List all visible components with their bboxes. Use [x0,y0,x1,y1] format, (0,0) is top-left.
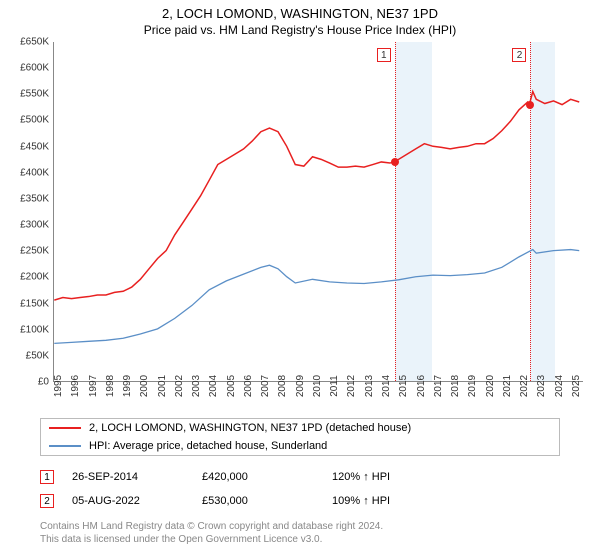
x-tick-label: 2023 [536,375,547,397]
chart: 12 £0£50K£100K£150K£200K£250K£300K£350K£… [53,42,583,382]
sale-row: 2 05-AUG-2022 £530,000 109% ↑ HPI [40,494,560,508]
sale-pct: 109% ↑ HPI [332,495,390,507]
sale-marker: 2 [40,494,54,508]
x-tick-label: 2003 [191,375,202,397]
copyright-line: This data is licensed under the Open Gov… [40,533,560,546]
x-tick-label: 2017 [433,375,444,397]
x-tick-label: 1995 [53,375,64,397]
y-tick-label: £200K [20,272,49,283]
data-point-marker [526,101,534,109]
sale-date: 05-AUG-2022 [72,495,202,507]
legend-swatch [49,427,81,429]
copyright: Contains HM Land Registry data © Crown c… [40,520,560,546]
x-tick-label: 2008 [277,375,288,397]
page-subtitle: Price paid vs. HM Land Registry's House … [0,21,600,43]
x-tick-label: 2011 [329,375,340,397]
legend-item: 2, LOCH LOMOND, WASHINGTON, NE37 1PD (de… [41,419,559,437]
x-tick-label: 2007 [260,375,271,397]
copyright-line: Contains HM Land Registry data © Crown c… [40,520,560,533]
x-tick-label: 2006 [243,375,254,397]
y-tick-label: £250K [20,246,49,257]
x-tick-label: 1999 [122,375,133,397]
x-tick-label: 2002 [174,375,185,397]
y-tick-label: £400K [20,167,49,178]
x-tick-label: 2010 [312,375,323,397]
x-tick-label: 2024 [554,375,565,397]
x-tick-label: 2022 [519,375,530,397]
y-tick-label: £650K [20,37,49,48]
y-tick-label: £100K [20,324,49,335]
plot-box: 12 [53,42,583,382]
x-tick-label: 1997 [88,375,99,397]
legend-item: HPI: Average price, detached house, Sund… [41,437,559,455]
series-price_paid [54,92,579,301]
sale-pct: 120% ↑ HPI [332,471,390,483]
legend: 2, LOCH LOMOND, WASHINGTON, NE37 1PD (de… [40,418,560,456]
y-tick-label: £550K [20,89,49,100]
data-point-marker [391,158,399,166]
y-tick-label: £500K [20,115,49,126]
page-title: 2, LOCH LOMOND, WASHINGTON, NE37 1PD [0,0,600,21]
y-tick-label: £150K [20,298,49,309]
x-tick-label: 2014 [381,375,392,397]
x-tick-label: 2001 [157,375,168,397]
legend-label: HPI: Average price, detached house, Sund… [89,440,327,452]
y-tick-label: £450K [20,141,49,152]
reference-marker: 1 [377,48,391,62]
x-tick-label: 2019 [467,375,478,397]
series-hpi [54,250,579,344]
sale-date: 26-SEP-2014 [72,471,202,483]
x-tick-label: 1998 [105,375,116,397]
x-tick-label: 2021 [502,375,513,397]
x-tick-label: 2000 [139,375,150,397]
x-tick-label: 2013 [364,375,375,397]
y-tick-label: £600K [20,63,49,74]
x-tick-label: 2025 [571,375,582,397]
legend-label: 2, LOCH LOMOND, WASHINGTON, NE37 1PD (de… [89,422,411,434]
y-tick-label: £350K [20,193,49,204]
sale-price: £530,000 [202,495,332,507]
x-tick-label: 2015 [398,375,409,397]
y-tick-label: £300K [20,220,49,231]
y-tick-label: £50K [26,350,49,361]
legend-swatch [49,445,81,447]
x-tick-label: 1996 [70,375,81,397]
x-tick-label: 2012 [346,375,357,397]
sale-marker: 1 [40,470,54,484]
x-tick-label: 2018 [450,375,461,397]
chart-lines [54,42,583,381]
reference-marker: 2 [512,48,526,62]
x-tick-label: 2009 [295,375,306,397]
x-tick-label: 2016 [416,375,427,397]
x-tick-label: 2020 [485,375,496,397]
y-tick-label: £0 [38,377,49,388]
sale-row: 1 26-SEP-2014 £420,000 120% ↑ HPI [40,470,560,484]
sale-price: £420,000 [202,471,332,483]
x-tick-label: 2005 [226,375,237,397]
x-tick-label: 2004 [208,375,219,397]
